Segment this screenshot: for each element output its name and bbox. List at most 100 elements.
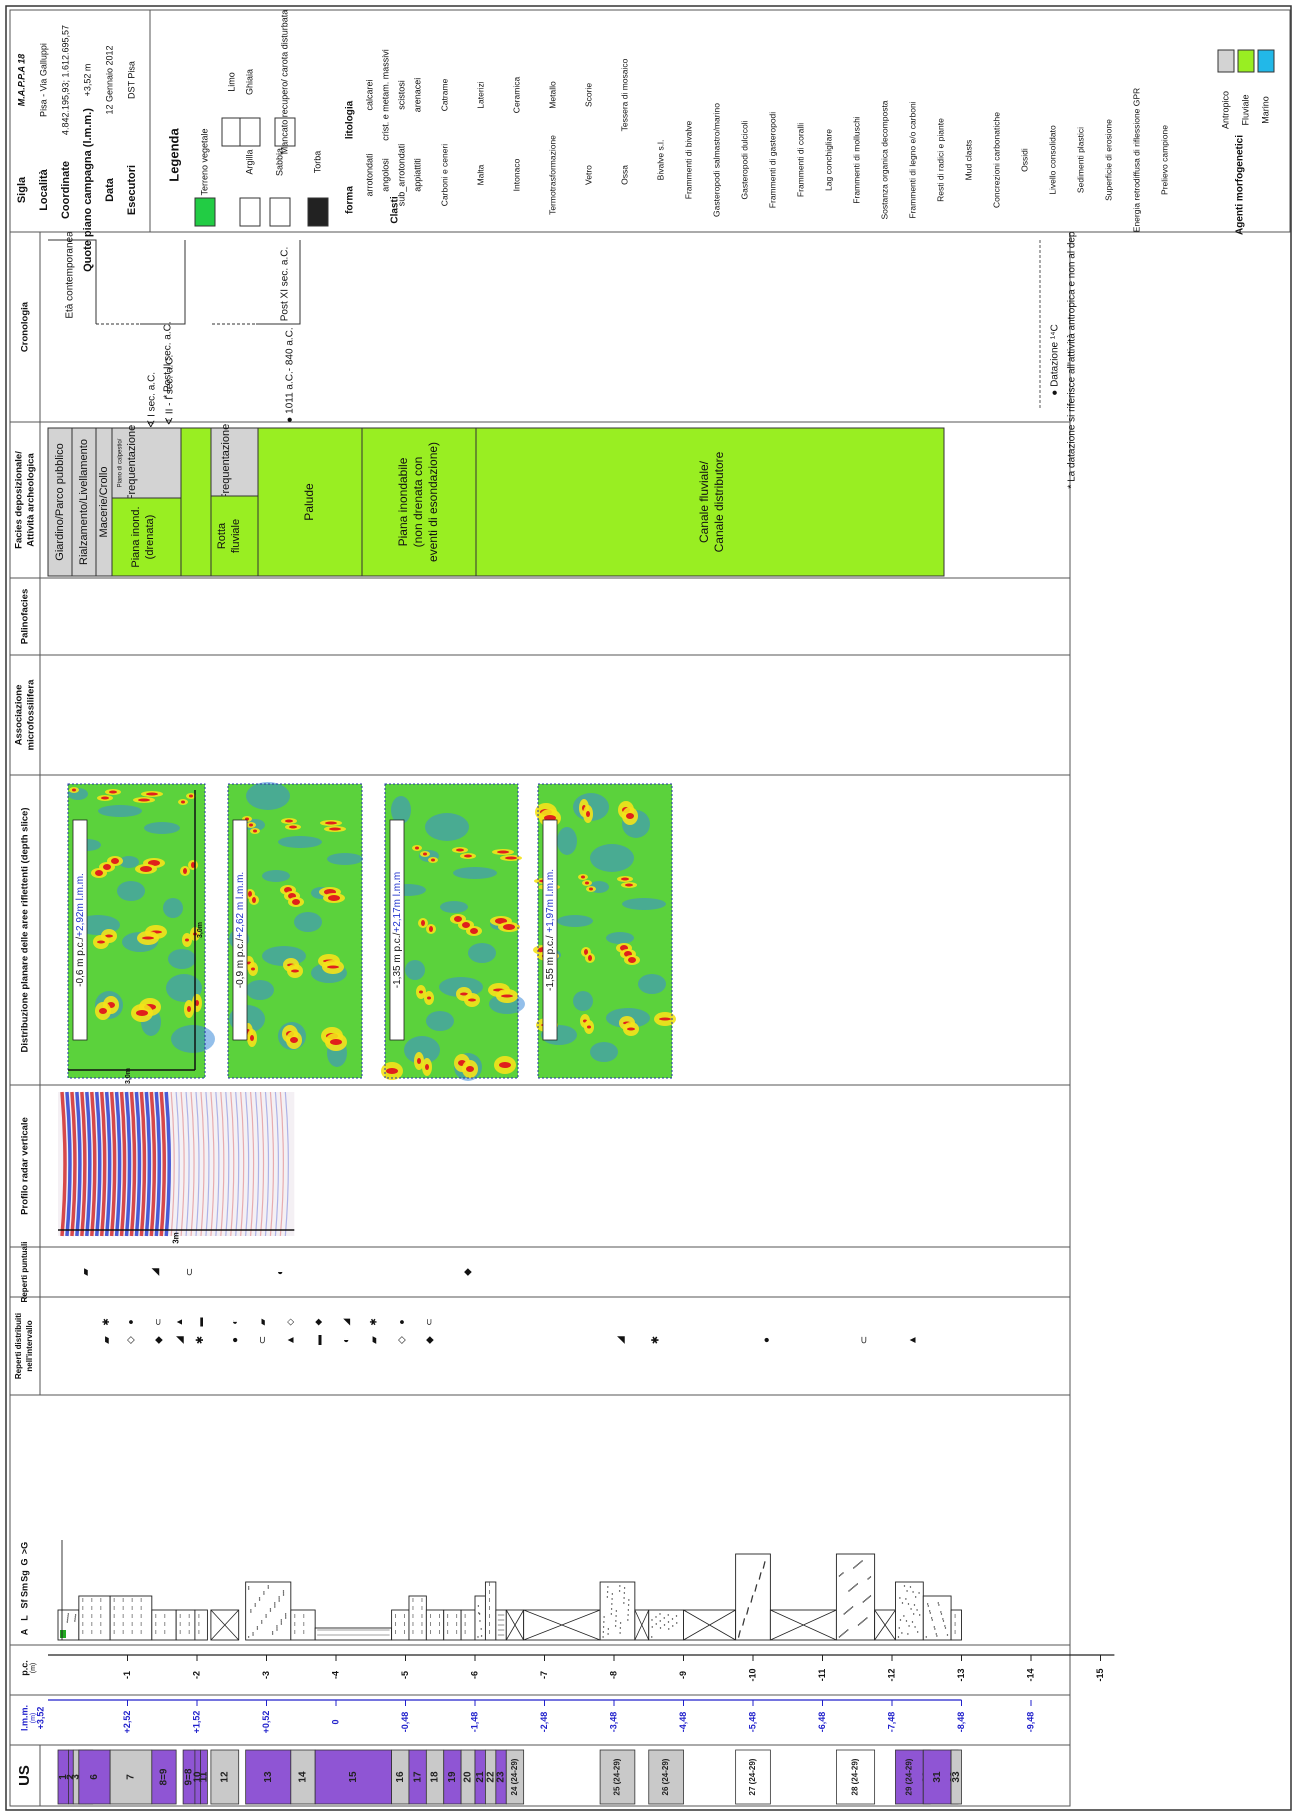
agente-label-3: Marino: [1260, 96, 1270, 124]
radar-reflector-22: [164, 1091, 171, 1237]
lith-dot: [938, 1604, 940, 1606]
facies-label-piana-inondabile-c: eventi di esondazione): [426, 442, 440, 562]
slice-1-high-14: [103, 864, 111, 870]
lith-dot: [258, 1599, 261, 1601]
lith-dot: [614, 1625, 617, 1627]
reperto-distribuito-b-3: ⊂: [153, 1318, 163, 1326]
facies-piana-inondabile: [361, 427, 477, 577]
lith-dot: [865, 1618, 867, 1620]
reperto-distribuito-b-1: ✱: [101, 1318, 111, 1326]
legend-item-24: Mud clasts: [963, 140, 973, 181]
lithology-swatch-3: [239, 197, 261, 227]
slice-2-high-15: [327, 965, 339, 969]
lith-dot: [903, 1615, 905, 1617]
depth-slice-label-2: -0,9 m p.c./+2,62 m l.m.m.: [235, 872, 246, 988]
header-us: US: [16, 1765, 33, 1786]
lith-dot: [926, 1603, 929, 1605]
slice-4-high-26: [628, 957, 636, 963]
depth-slice-pc-3: -1,35 m p.c./: [392, 932, 403, 988]
slice-1-high-23: [97, 940, 105, 944]
reperto-distribuito-b-8: ◇: [285, 1318, 295, 1325]
lith-block-14: [443, 1609, 462, 1641]
radar-reflector-18: [144, 1091, 152, 1237]
lith-dot: [274, 1606, 276, 1608]
reperto-distribuito-6: ●: [230, 1337, 241, 1343]
legend-forma-item-4: appiattiti: [412, 158, 422, 192]
pc-tick-label-7: -7: [539, 1671, 549, 1679]
us-unit-25: [599, 1749, 636, 1805]
slice-4-low-12: [590, 844, 634, 872]
lith-block-2: [78, 1595, 111, 1641]
lithology-swatch-1: [194, 197, 216, 227]
facies-label-piana-drenata-a: Piana inond.: [130, 506, 142, 567]
lmm-tick-label-10: -5,48: [747, 1712, 757, 1733]
legend-item-8: Metallo: [547, 81, 557, 109]
lith-block-27: [835, 1553, 876, 1641]
slice-2-high-22: [252, 897, 256, 903]
slice-2-high-26: [292, 899, 300, 905]
lmm-tick-label-12: -7,48: [886, 1712, 896, 1733]
reperto-distribuito-4: ◢: [174, 1336, 185, 1344]
radar-reflector-15: [129, 1091, 137, 1237]
legend-item-25: Concrezioni carbonatiche: [991, 112, 1001, 208]
lmm-unit: (m): [30, 1713, 37, 1724]
us-label-14: 14: [298, 1771, 309, 1783]
reperto-puntuale-1: ▰: [80, 1268, 91, 1276]
lith-dot: [908, 1625, 910, 1627]
facies-rotta-fluviale: [180, 427, 212, 577]
depth-slice-frame-3: [384, 783, 519, 1079]
us-label-19: 19: [447, 1771, 458, 1783]
legend-litologia-item-2: crist. e metam. massivi: [380, 49, 390, 141]
chrono-i-sec: ∢ I sec. a.C.: [147, 372, 158, 428]
radar-reflector-4: [75, 1091, 82, 1237]
grain-label-4: Sm: [19, 1583, 29, 1597]
slice-3-high-12: [499, 1062, 511, 1068]
us-unit-6: [78, 1749, 111, 1805]
lith-dot: [929, 1612, 931, 1614]
lith-dot: [619, 1622, 622, 1624]
header-palinofacies: Palinofacies: [20, 589, 31, 644]
lith-dot: [280, 1621, 283, 1623]
lith-dot: [250, 1611, 252, 1613]
slice-2-high-10: [248, 891, 252, 897]
slice-3-low-4: [453, 867, 497, 879]
lith-dot: [839, 1635, 842, 1637]
slice-2-high-20: [290, 1037, 298, 1043]
lith-dot: [675, 1615, 678, 1617]
slice-3-high-2: [454, 916, 462, 922]
legend-item-1: Carboni e ceneri: [439, 144, 449, 206]
depth-slice-label-box-1: [72, 819, 88, 1041]
lith-dot: [478, 1613, 481, 1615]
radar-reflector-46: [284, 1091, 289, 1237]
lith-dot: [278, 1600, 280, 1602]
lith-dot: [743, 1618, 746, 1620]
lith-dot: [848, 1609, 850, 1611]
slice-2-high-5: [285, 819, 293, 823]
lith-dot: [667, 1621, 670, 1623]
slice-4-high-5: [621, 877, 629, 881]
lith-missing-b-19: [505, 1609, 524, 1641]
slice-3-high-16: [425, 1064, 429, 1070]
radar-reflector-13: [119, 1091, 127, 1237]
radar-reflector-20: [154, 1091, 162, 1237]
lith-dot: [930, 1617, 933, 1619]
lith-dot: [74, 1614, 77, 1616]
slice-2-low-12: [246, 782, 290, 810]
radar-reflector-5: [80, 1091, 87, 1237]
lmm-tick-label-3: +0,52: [261, 1711, 271, 1734]
lith-dot: [940, 1611, 942, 1613]
slice-1-high-19: [185, 938, 189, 942]
lith-dot: [838, 1636, 841, 1638]
lith-dot: [659, 1613, 661, 1615]
lith-dot: [861, 1621, 863, 1623]
legend-item-17: Frammenti di gasteropodi: [767, 112, 777, 208]
lith-dot: [913, 1604, 916, 1606]
lith-dot: [751, 1595, 754, 1597]
lith-dot: [250, 1609, 252, 1611]
lith-block-16: [474, 1595, 486, 1641]
us-label-7: 7: [126, 1774, 137, 1780]
header-distribuzione: Distribuzione planare delle aree riflett…: [20, 808, 31, 1053]
header-reperti-distribuiti-b: nell'intervallo: [25, 1320, 34, 1371]
legend-item-7: Termotrasformazione: [547, 135, 557, 215]
depth-slice-lmm-3: +2,17m l.m.m: [392, 872, 403, 933]
